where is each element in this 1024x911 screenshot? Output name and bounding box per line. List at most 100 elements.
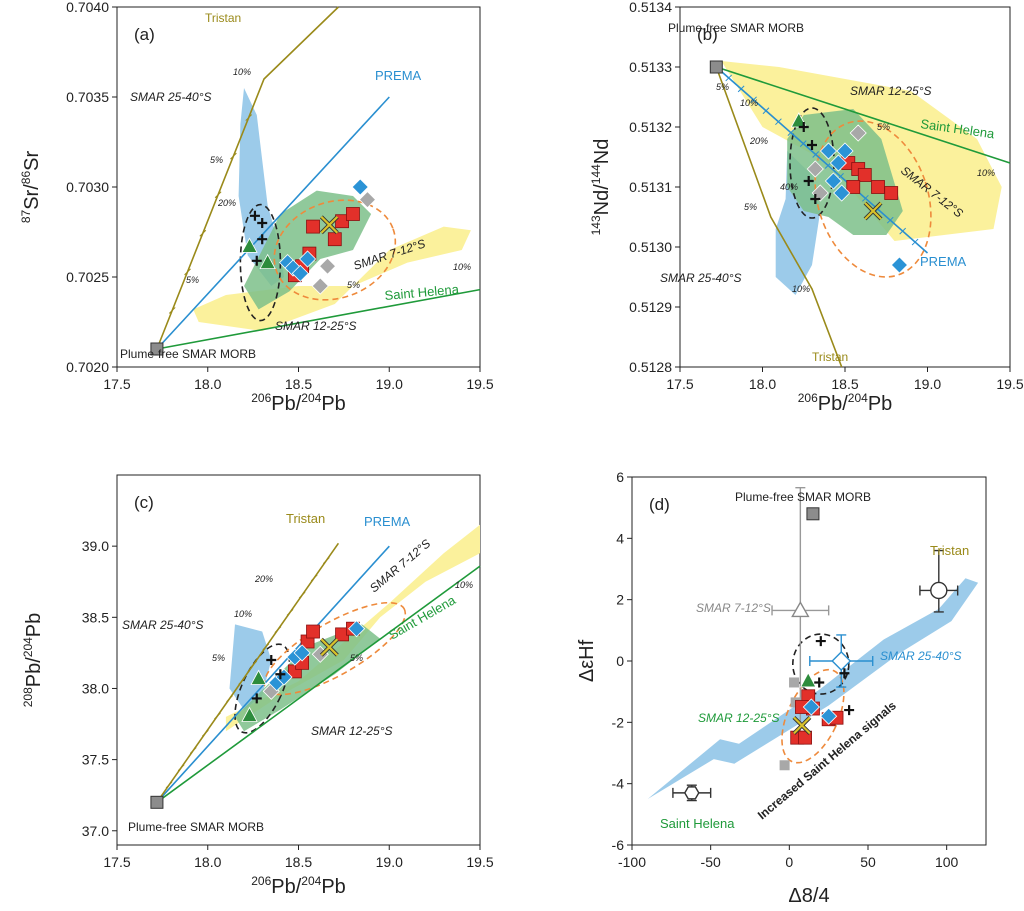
y-tick-label: 0.5134 — [629, 0, 672, 15]
prema-mixing-tick — [178, 319, 185, 326]
y-tick-label: 0.5133 — [629, 59, 672, 75]
prema-label: PREMA — [375, 68, 422, 83]
x-tick-label: 18.5 — [831, 376, 858, 392]
y-tick-label: 0.5128 — [629, 359, 672, 375]
saint-helena-mixing-line — [156, 288, 481, 350]
y-tick-label: 0.7035 — [66, 89, 109, 105]
prema-mixing-tick — [775, 118, 782, 126]
prema-mixing-tick — [361, 120, 369, 127]
axis-label-superscript: 204 — [301, 391, 321, 405]
prema-mixing-tick — [737, 85, 745, 93]
axis-label-superscript: 206 — [251, 874, 271, 888]
pct-label: 5% — [212, 653, 225, 663]
prema-mixing-tick — [226, 266, 234, 273]
blue-diamond — [348, 620, 366, 638]
black-cross — [275, 669, 286, 680]
x-tick-label: -50 — [701, 854, 721, 870]
pct-label: 10% — [453, 262, 471, 272]
blue-diamond — [890, 256, 909, 274]
x-tick-label: 17.5 — [103, 854, 130, 870]
prema-mixing-tick — [787, 129, 795, 137]
axis-label-superscript: 206 — [251, 391, 271, 405]
prema-mixing-tick — [208, 738, 215, 746]
prema-label: PREMA — [920, 254, 967, 269]
yellow-cross — [793, 716, 811, 735]
y-tick-label: -6 — [612, 837, 625, 853]
tristan-mixing-tick — [214, 191, 222, 199]
black-cross — [266, 655, 277, 665]
morb-label: Plume-free SMAR MORB — [128, 820, 264, 834]
saint-helena-mixing-line — [156, 565, 481, 803]
axis-label-superscript: 208 — [21, 687, 35, 707]
tristan-mixing-tick — [168, 307, 176, 314]
saint-helena-label: Saint Helena — [384, 281, 460, 302]
panel-label: (b) — [697, 25, 718, 44]
y-tick-label: 0.7025 — [66, 269, 109, 285]
axis-label-superscript: 143 — [589, 215, 603, 235]
axis-label: 87Sr/86Sr — [19, 151, 43, 224]
red-square — [857, 168, 872, 182]
panel-label: (a) — [134, 25, 155, 44]
prema-mixing-tick — [358, 572, 366, 580]
axis-label-text: Pb/ — [271, 393, 301, 415]
blue-diamond — [351, 178, 369, 196]
pct-label: 5% — [877, 122, 890, 132]
prema-mixing-tick — [899, 227, 907, 235]
prema-mixing-tick — [167, 783, 174, 791]
y-tick-label: 38.5 — [82, 609, 109, 625]
prema-mixing-tick — [221, 723, 229, 731]
pct-label: 10% — [234, 609, 252, 619]
pct-label: 10% — [740, 98, 758, 108]
tristan-mixing-tick — [189, 747, 197, 754]
x-tick-label: 19.0 — [376, 376, 403, 392]
black-cross — [251, 255, 262, 266]
x-tick-label: 18.0 — [749, 376, 776, 392]
dashed-orange-outline — [263, 601, 407, 696]
smar-25-40-diamond — [831, 651, 852, 671]
tristan-mixing-tick — [184, 268, 191, 276]
pct-label: 5% — [210, 155, 223, 165]
x-tick-label: -100 — [618, 854, 646, 870]
axis-label-text: Pb — [868, 393, 892, 415]
tristan-mixing-line — [156, 6, 339, 350]
y-tick-label: 0.5131 — [629, 179, 672, 195]
axis-label-superscript: 206 — [798, 391, 818, 405]
prema-mixing-tick — [165, 332, 173, 340]
y-tick-label: 0.7030 — [66, 179, 109, 195]
axis-label: 143Nd/144Nd — [589, 139, 613, 236]
tristan-label: Tristan — [205, 11, 241, 25]
gray-diamond — [311, 277, 329, 295]
y-tick-label: 6 — [616, 469, 624, 485]
tristan-mixing-tick — [226, 695, 233, 703]
y-tick-label: 0 — [616, 653, 624, 669]
y-tick-label: 0.5130 — [629, 239, 672, 255]
black-cross — [257, 218, 268, 228]
axis-label-superscript: 87 — [19, 209, 33, 223]
tristan-mixing-tick — [286, 609, 294, 616]
y-tick-label: 0.7020 — [66, 359, 109, 375]
x-tick-label: 19.0 — [376, 854, 403, 870]
yellow-cross — [320, 638, 339, 656]
y-tick-label: -2 — [612, 714, 625, 730]
blue-diamond — [833, 184, 851, 202]
black-cross — [839, 668, 850, 679]
axis-label: 206Pb/204Pb — [251, 874, 346, 898]
prema-mixing-line — [156, 545, 390, 803]
prema-mixing-tick — [725, 74, 733, 82]
black-cross — [810, 194, 821, 204]
panel-label: (d) — [649, 495, 670, 514]
prema-mixing-tick — [750, 96, 757, 104]
x-axis-label: Δ8/4 — [788, 885, 829, 907]
axis-label-text: Pb/ — [818, 393, 848, 415]
morb-square — [150, 342, 164, 356]
green-triangle — [800, 672, 817, 688]
black-cross — [251, 693, 262, 704]
prema-label: PREMA — [364, 514, 411, 529]
smar-12-25-label: SMAR 12-25°S — [275, 319, 357, 333]
tristan-mixing-line — [715, 66, 843, 368]
yellow-cross — [320, 216, 339, 234]
tristan-mixing-tick — [262, 643, 270, 651]
panel-d: -100 -50 0 50 100 -6 -4 -2 0 2 4 6 (d) Plume-free SMA… — [576, 469, 987, 907]
prema-mixing-tick — [824, 162, 832, 169]
red-square — [306, 219, 320, 234]
